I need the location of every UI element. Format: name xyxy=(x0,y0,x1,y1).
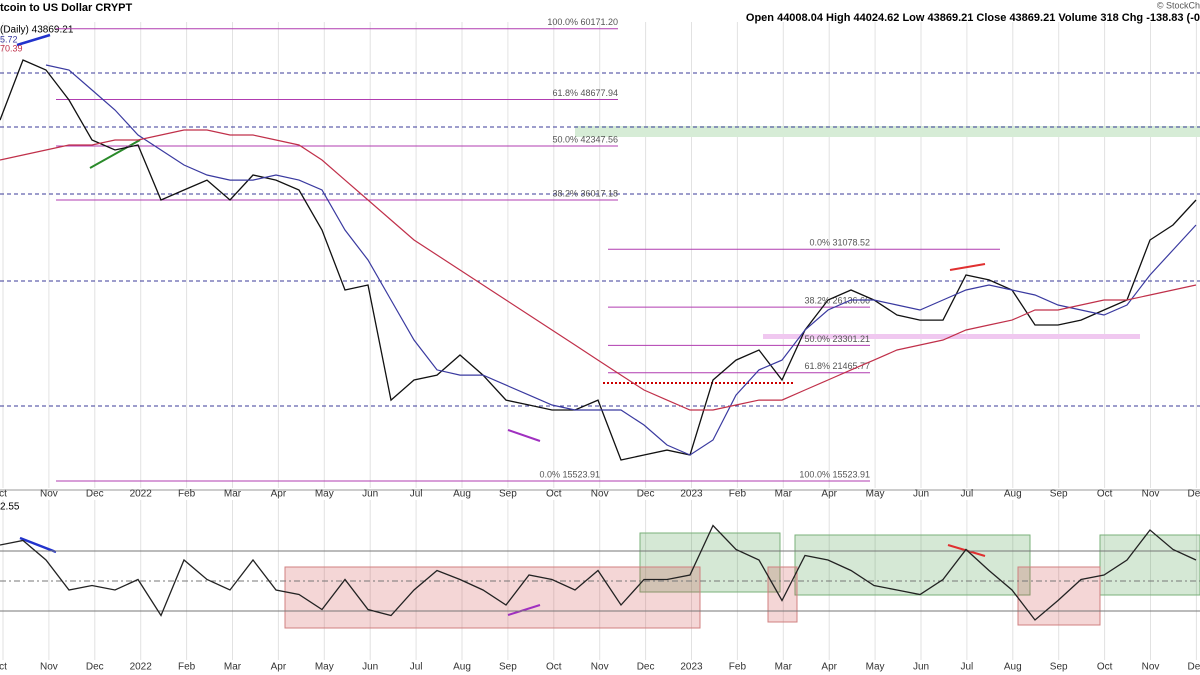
x-tick-label: Feb xyxy=(178,662,196,673)
trendline xyxy=(19,536,57,554)
trendline xyxy=(949,263,986,271)
x-tick-label: ct xyxy=(0,489,7,500)
x-tick-label: Dec xyxy=(637,662,655,673)
x-tick-label: Oct xyxy=(546,489,562,500)
x-tick-label: Nov xyxy=(40,662,58,673)
series-line xyxy=(0,129,1197,411)
quote: Open 44008.04 High 44024.62 Low 43869.21… xyxy=(746,12,1200,24)
rsi-zone xyxy=(1017,566,1101,626)
trendline xyxy=(507,429,541,442)
fib-label: 61.8% 48677.94 xyxy=(552,88,618,98)
x-tick-label: 2022 xyxy=(130,489,153,500)
x-tick-label: Jul xyxy=(410,662,423,673)
x-tick-label: May xyxy=(866,662,885,673)
series-line xyxy=(45,64,1197,456)
x-tick-label: Feb xyxy=(729,662,747,673)
x-tick-label: Jul xyxy=(961,489,974,500)
fib-label: 38.2% 26136.66 xyxy=(804,295,870,305)
trendline xyxy=(89,139,141,169)
rsi-zone xyxy=(639,532,781,593)
x-tick-label: Jun xyxy=(913,489,929,500)
x-tick-label: Mar xyxy=(775,662,793,673)
x-tick-label: Dec xyxy=(86,489,104,500)
watermark: © StockCh xyxy=(1157,0,1200,10)
x-tick-label: Apr xyxy=(821,489,837,500)
x-tick-label: Nov xyxy=(40,489,58,500)
x-tick-label: Sep xyxy=(499,662,517,673)
trendline xyxy=(16,33,51,47)
x-tick-label: Mar xyxy=(224,662,242,673)
x-tick-label: Dec xyxy=(1188,489,1200,500)
x-tick-label: May xyxy=(315,489,334,500)
x-tick-label: Nov xyxy=(591,662,609,673)
fib-label: 50.0% 23301.21 xyxy=(804,334,870,344)
x-tick-label: ct xyxy=(0,662,7,673)
fib-label: 61.8% 21465.77 xyxy=(804,361,870,371)
x-tick-label: Apr xyxy=(271,489,287,500)
x-tick-label: 2023 xyxy=(680,662,703,673)
fib-label: 100.0% 15523.91 xyxy=(799,469,870,479)
x-tick-label: Oct xyxy=(1097,662,1113,673)
x-tick-label: 2022 xyxy=(130,662,153,673)
x-tick-label: Jun xyxy=(913,662,929,673)
x-tick-label: May xyxy=(866,489,885,500)
resistance-band xyxy=(575,126,1200,137)
x-tick-label: Sep xyxy=(1050,662,1068,673)
x-tick-label: Jul xyxy=(961,662,974,673)
x-tick-label: Oct xyxy=(546,662,562,673)
x-tick-label: Sep xyxy=(1050,489,1068,500)
x-tick-label: Jul xyxy=(410,489,423,500)
fib-label: 0.0% 15523.91 xyxy=(539,469,600,479)
x-tick-label: Mar xyxy=(775,489,793,500)
rsi-zone xyxy=(794,534,1031,596)
x-tick-label: Aug xyxy=(1004,662,1022,673)
x-tick-label: Feb xyxy=(729,489,747,500)
x-tick-label: Dec xyxy=(1188,662,1200,673)
x-tick-label: Nov xyxy=(591,489,609,500)
x-tick-label: Nov xyxy=(1142,489,1160,500)
series-line xyxy=(0,59,1197,461)
x-tick-label: Jun xyxy=(362,489,378,500)
x-tick-label: Aug xyxy=(1004,489,1022,500)
x-tick-label: May xyxy=(315,662,334,673)
fib-label: 0.0% 31078.52 xyxy=(809,238,870,248)
series-line xyxy=(0,524,1197,621)
fib-label: 50.0% 42347.56 xyxy=(552,134,618,144)
x-tick-label: Sep xyxy=(499,489,517,500)
x-tick-label: Feb xyxy=(178,489,196,500)
x-tick-label: Dec xyxy=(637,489,655,500)
trendline xyxy=(507,604,541,616)
rsi-zone xyxy=(767,566,798,623)
x-tick-label: 2023 xyxy=(680,489,703,500)
x-tick-label: Aug xyxy=(453,489,471,500)
indicator-value: 70.39 xyxy=(0,43,23,53)
x-tick-label: Nov xyxy=(1142,662,1160,673)
x-tick-label: Oct xyxy=(1097,489,1113,500)
rsi-label: 2.55 xyxy=(0,502,20,513)
indicator-value: 5.72 xyxy=(0,34,18,44)
x-tick-label: Jun xyxy=(362,662,378,673)
chart-title: tcoin to US Dollar CRYPT xyxy=(0,2,132,14)
rsi-zone xyxy=(284,566,701,629)
rsi-zone xyxy=(1099,534,1200,596)
x-tick-label: Apr xyxy=(271,662,287,673)
price-label: (Daily) 43869.21 xyxy=(0,25,74,36)
x-tick-label: Aug xyxy=(453,662,471,673)
x-tick-label: Mar xyxy=(224,489,242,500)
annotations xyxy=(0,33,1200,629)
x-tick-label: Dec xyxy=(86,662,104,673)
fib-label: 38.2% 36017.18 xyxy=(552,188,618,198)
x-tick-label: Apr xyxy=(821,662,837,673)
fib-label: 100.0% 60171.20 xyxy=(547,17,618,27)
